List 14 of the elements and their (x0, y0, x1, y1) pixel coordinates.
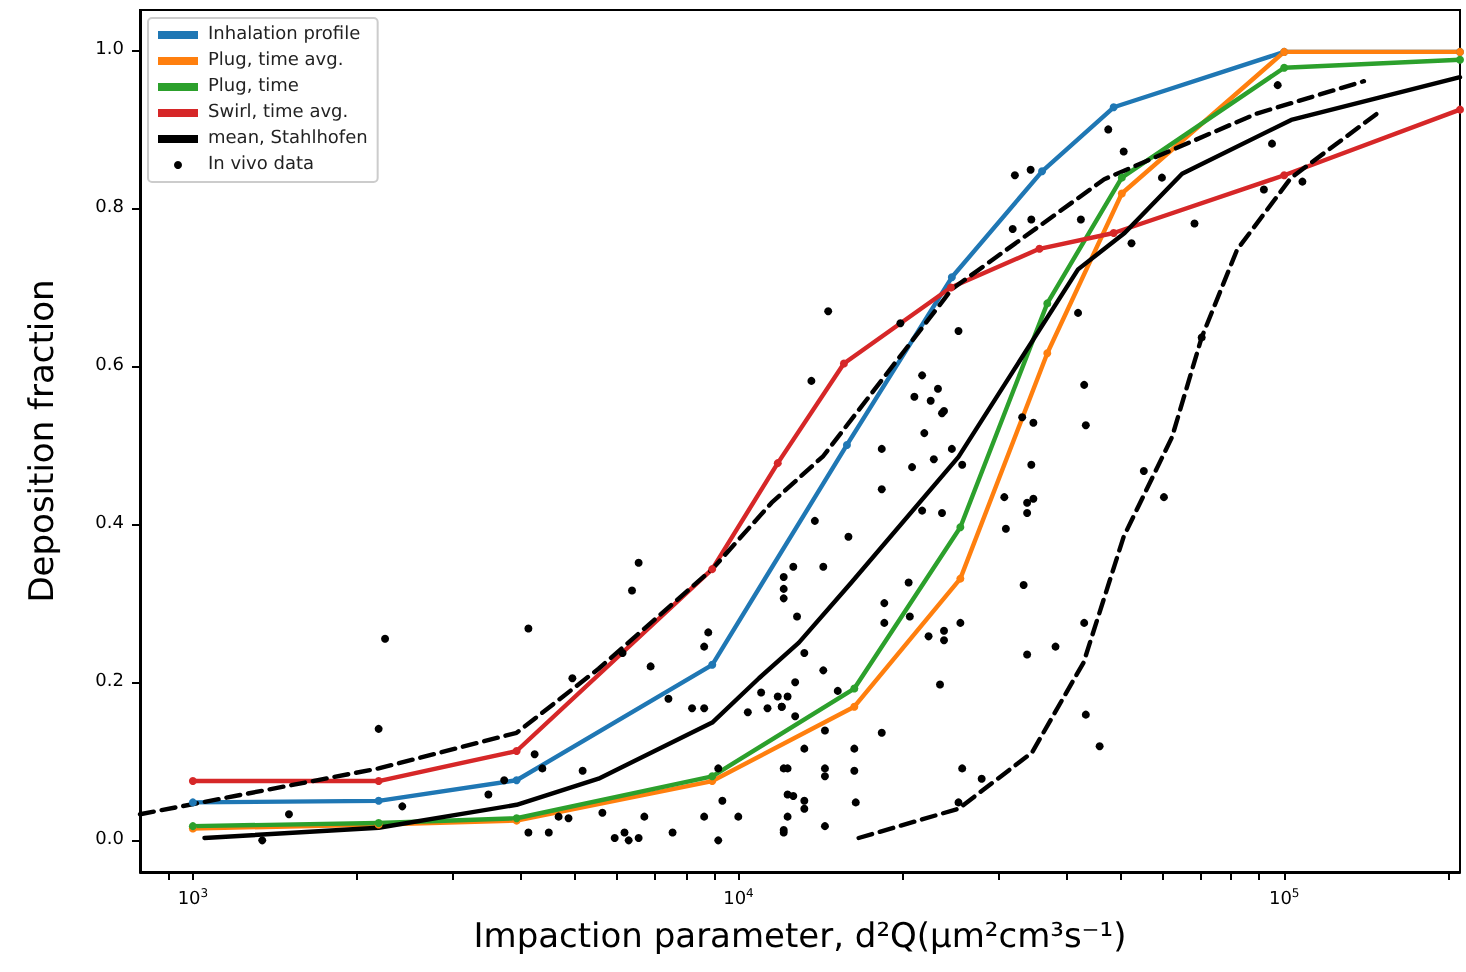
legend-label: Plug, time avg. (208, 51, 344, 71)
y-tick-label: 0.2 (95, 672, 124, 693)
y-tick-label: 1.0 (95, 39, 125, 60)
x-axis-title: Impaction parameter, d²Q(μm²cm³s⁻¹) (473, 917, 1127, 957)
legend-label: Plug, time (208, 77, 300, 97)
legend-label: mean, Stahlhofen (208, 129, 368, 149)
legend-label: Swirl, time avg. (208, 103, 349, 123)
y-tick-label: 0.6 (95, 355, 125, 376)
legend-label: Inhalation profile (208, 25, 362, 45)
y-tick-label: 0.4 (95, 514, 125, 535)
y-tick-label: 0.0 (95, 830, 125, 851)
y-axis-title: Deposition fraction (23, 279, 63, 603)
y-tick-label: 0.8 (95, 197, 125, 218)
legend-label: In vivo data (208, 155, 315, 175)
